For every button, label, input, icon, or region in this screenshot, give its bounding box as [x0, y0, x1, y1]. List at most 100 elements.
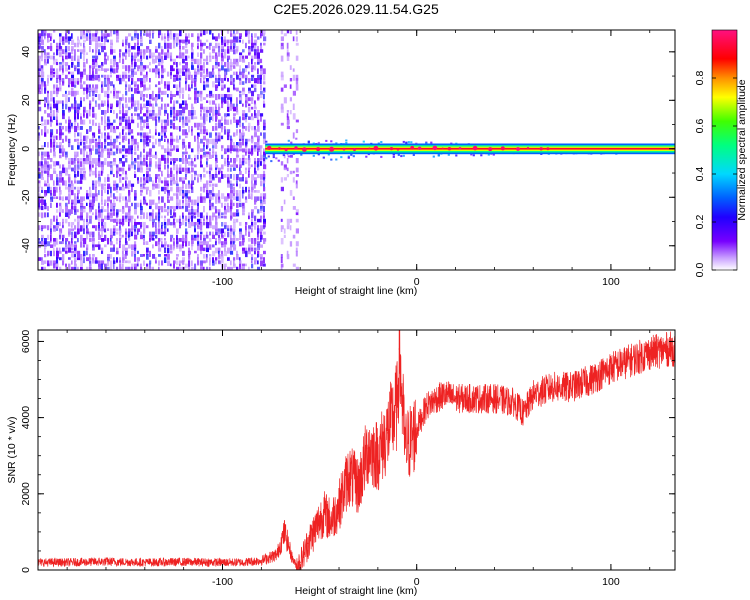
heatmap-cell — [38, 257, 41, 261]
heatmap-cell — [125, 71, 127, 77]
heatmap-cell — [137, 154, 140, 160]
heatmap-cell — [53, 55, 55, 61]
heatmap-cell — [236, 180, 238, 187]
heatmap-cell — [155, 113, 158, 118]
heatmap-cell — [257, 158, 260, 162]
heatmap-cell — [98, 158, 101, 163]
heatmap-cell — [260, 196, 262, 201]
heatmap-cell — [140, 71, 143, 76]
heatmap-cell — [161, 196, 164, 203]
heatmap-cell — [152, 106, 155, 112]
heatmap-cell — [134, 87, 137, 94]
heatmap-cell — [107, 215, 110, 220]
heatmap-cell — [352, 155, 355, 158]
heatmap-cell — [292, 90, 296, 96]
heatmap-cell — [194, 234, 197, 238]
heatmap-cell — [185, 81, 187, 85]
heatmap-cell — [134, 164, 136, 170]
heatmap-cell — [215, 183, 218, 187]
heatmap-cell — [236, 103, 238, 107]
heatmap-cell — [215, 151, 217, 158]
heatmap-cell — [170, 135, 174, 142]
heatmap-cell — [197, 254, 199, 259]
heatmap-cell — [179, 52, 182, 59]
heatmap-cell — [137, 68, 140, 72]
heatmap-cell — [155, 260, 157, 264]
heatmap-cell — [197, 90, 200, 94]
heatmap-cell — [113, 174, 115, 178]
heatmap-cell — [59, 183, 61, 190]
heatmap-cell — [137, 257, 140, 262]
heatmap-cell — [119, 241, 121, 245]
heatmap-cell — [116, 126, 119, 130]
heatmap-cell — [167, 49, 170, 53]
heatmap-cell — [161, 238, 163, 241]
heatmap-cell — [89, 193, 92, 198]
heatmap-cell — [254, 247, 257, 251]
heatmap-cell — [83, 218, 85, 222]
heatmap-cell — [50, 148, 52, 153]
heatmap-cell — [83, 110, 85, 117]
heatmap-cell — [116, 30, 119, 36]
heatmap-cell — [116, 148, 119, 154]
heatmap-cell — [155, 49, 158, 53]
heatmap-cell — [98, 138, 101, 145]
heatmap-cell — [134, 106, 138, 112]
heatmap-cell — [280, 218, 283, 222]
heatmap-cell — [110, 65, 113, 71]
heatmap-cell — [41, 154, 44, 160]
heatmap-cell — [215, 113, 218, 120]
heatmap-cell — [131, 244, 134, 251]
heatmap-cell — [290, 141, 293, 144]
heatmap-cell — [98, 260, 101, 264]
heatmap-cell — [263, 180, 266, 184]
heatmap-cell — [59, 202, 62, 207]
heatmap-cell — [143, 135, 146, 139]
heatmap-cell — [188, 94, 190, 97]
spectrogram-frame — [37, 29, 676, 271]
heatmap-cell — [230, 183, 233, 190]
heatmap-cell — [110, 42, 113, 46]
heatmap-cell — [164, 42, 167, 49]
snr-point — [629, 359, 631, 362]
heatmap-cell — [131, 68, 135, 73]
heatmap-cell — [257, 145, 261, 150]
heatmap-cell — [179, 167, 182, 174]
heatmap-cell — [245, 247, 248, 254]
heatmap-cell — [182, 167, 185, 172]
heatmap-cell — [167, 260, 171, 266]
heatmap-cell — [260, 183, 263, 187]
heatmap-cell — [161, 122, 163, 129]
heatmap-cell — [98, 154, 100, 162]
heatmap-cell — [362, 140, 365, 143]
heatmap-cell — [158, 110, 162, 116]
heatmap-cell — [137, 260, 139, 264]
heatmap-cell — [68, 36, 72, 41]
heatmap-cell — [176, 241, 179, 248]
heatmap-cell — [164, 55, 167, 60]
heatmap-cell — [164, 247, 167, 253]
heatmap-cell — [92, 244, 95, 251]
heatmap-cell — [146, 132, 149, 137]
heatmap-cell — [230, 199, 233, 205]
heatmap-cell — [224, 42, 227, 47]
heatmap-cell — [134, 151, 137, 155]
heatmap-cell — [345, 139, 348, 142]
heatmap-cell — [107, 266, 110, 270]
heatmap-cell — [248, 103, 251, 107]
heatmap-cell — [194, 212, 196, 215]
heatmap-cell — [470, 153, 473, 156]
heatmap-cell — [164, 154, 166, 161]
heatmap-cell — [50, 218, 53, 226]
heatmap-cell — [280, 254, 283, 258]
heatmap-cell — [209, 244, 212, 250]
heatmap-cell — [248, 78, 251, 84]
heatmap-cell — [212, 250, 216, 257]
heatmap-cell — [260, 33, 262, 39]
heatmap-cell — [179, 238, 182, 242]
heatmap-cell — [152, 209, 154, 213]
heatmap-cell — [260, 225, 264, 231]
heatmap-cell — [107, 186, 110, 190]
heatmap-cell — [140, 151, 142, 158]
heatmap-cell — [140, 84, 142, 88]
